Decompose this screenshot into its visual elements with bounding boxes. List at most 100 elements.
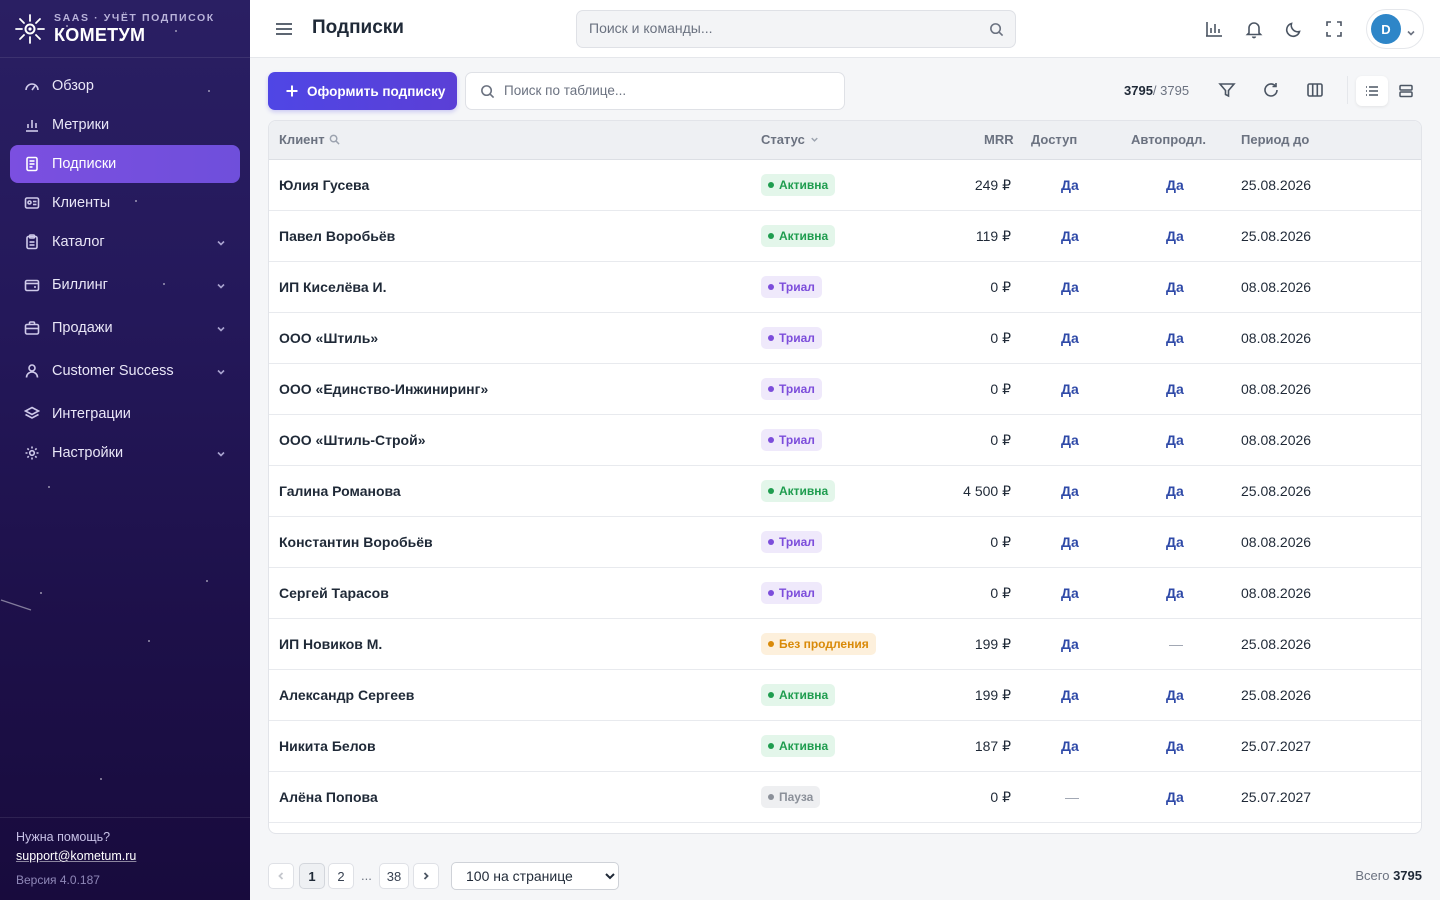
- client-name[interactable]: ИП Новиков М.: [279, 636, 383, 652]
- support-email-link[interactable]: support@kometum.ru: [16, 849, 137, 863]
- table-row[interactable]: Юлия Гусева Активна 249 ₽ Да Да 25.08.2026: [269, 160, 1421, 211]
- column-header-period[interactable]: Период до: [1241, 132, 1310, 147]
- client-name[interactable]: Никита Белов: [279, 738, 376, 754]
- period-end-date: 25.08.2026: [1241, 228, 1312, 244]
- search-icon[interactable]: [329, 133, 340, 145]
- table-row[interactable]: Константин Воробьёв Триал 0 ₽ Да Да 08.08.202…: [269, 517, 1421, 568]
- page-button-2[interactable]: 2: [328, 863, 354, 889]
- table-row[interactable]: Галина Романова Активна 4 500 ₽ Да Да 25.08.2…: [269, 466, 1421, 517]
- sidebar-item-billing[interactable]: Биллинг: [10, 266, 240, 304]
- table-row[interactable]: ООО «Штиль» Триал 0 ₽ Да Да 08.08.2026: [269, 313, 1421, 364]
- bell-icon[interactable]: [1244, 19, 1264, 39]
- next-page-button[interactable]: [413, 863, 439, 889]
- table-row[interactable]: Александр Сергеев Активна 199 ₽ Да Да 25.08.2…: [269, 670, 1421, 721]
- access-value: Да: [1061, 585, 1079, 601]
- search-icon[interactable]: [989, 22, 1004, 37]
- user-menu-button[interactable]: D: [1366, 9, 1424, 49]
- table-row[interactable]: Сергей Тарасов Триал 0 ₽ Да Да 08.08.2026: [269, 568, 1421, 619]
- moon-icon[interactable]: [1284, 19, 1304, 39]
- table-row[interactable]: Алёна Попова Пауза 0 ₽ — Да 25.07.2027: [269, 772, 1421, 823]
- sidebar-item-settings[interactable]: Настройки: [10, 434, 240, 472]
- sidebar-item-overview[interactable]: Обзор: [10, 67, 240, 105]
- client-name[interactable]: Алёна Попова: [279, 789, 378, 805]
- mrr-value: 187 ₽: [974, 738, 1011, 754]
- wallet-icon: [24, 277, 40, 293]
- access-value: Да: [1061, 432, 1079, 448]
- period-end-date: 25.08.2026: [1241, 687, 1312, 703]
- sidebar-item-label: Обзор: [52, 78, 94, 94]
- client-name[interactable]: ООО «Штиль-Строй»: [279, 432, 426, 448]
- column-header-autorenew[interactable]: Автопродл.: [1131, 132, 1207, 147]
- column-header-mrr[interactable]: MRR: [984, 132, 1014, 147]
- table-row[interactable]: ООО «Единство-Инжиниринг» Триал 0 ₽ Да Да 08.…: [269, 364, 1421, 415]
- filter-icon[interactable]: [1218, 81, 1236, 99]
- access-value: Да: [1061, 381, 1079, 397]
- command-search-input[interactable]: [589, 20, 969, 36]
- column-header-status[interactable]: Статус: [761, 132, 820, 147]
- period-end-date: 25.07.2027: [1241, 789, 1312, 805]
- fullscreen-icon[interactable]: [1324, 19, 1344, 39]
- table-row[interactable]: ООО «Штиль-Строй» Триал 0 ₽ Да Да 08.08.2026: [269, 415, 1421, 466]
- access-value: Да: [1061, 279, 1079, 295]
- per-page-select[interactable]: 100 на странице: [451, 862, 619, 890]
- compact-view-button[interactable]: [1390, 76, 1422, 106]
- table-search-input[interactable]: [504, 83, 824, 98]
- client-name[interactable]: ИП Киселёва И.: [279, 279, 387, 295]
- table-row[interactable]: ИП Киселёва И. Триал 0 ₽ Да Да 08.08.2026: [269, 262, 1421, 313]
- document-icon: [24, 156, 40, 172]
- list-view-button[interactable]: [1356, 76, 1388, 106]
- status-badge: Активна: [761, 735, 836, 757]
- autorenew-value: Да: [1166, 687, 1184, 703]
- list-icon: [1366, 86, 1378, 96]
- autorenew-value: Да: [1166, 585, 1184, 601]
- column-header-client[interactable]: Клиент: [279, 132, 340, 147]
- sidebar-item-subscriptions[interactable]: Подписки: [10, 145, 240, 183]
- status-badge: Триал: [761, 531, 822, 553]
- client-name[interactable]: Сергей Тарасов: [279, 585, 389, 601]
- sidebar-item-sales[interactable]: Продажи: [10, 309, 240, 347]
- refresh-icon[interactable]: [1262, 81, 1280, 99]
- search-icon: [480, 84, 495, 99]
- period-end-date: 08.08.2026: [1241, 585, 1312, 601]
- sidebar-item-metrics[interactable]: Метрики: [10, 106, 240, 144]
- analytics-icon[interactable]: [1204, 19, 1224, 39]
- page-button-1[interactable]: 1: [299, 863, 325, 889]
- sidebar-item-label: Клиенты: [52, 195, 111, 211]
- client-name[interactable]: Галина Романова: [279, 483, 401, 499]
- table-row[interactable]: Никита Белов Активна 187 ₽ Да Да 25.07.2027: [269, 721, 1421, 772]
- period-end-date: 25.08.2026: [1241, 636, 1312, 652]
- chevron-down-icon: [216, 365, 226, 375]
- brand-subtitle: SAAS · УЧЁТ ПОДПИСОК: [54, 12, 215, 24]
- table-search[interactable]: [465, 72, 845, 110]
- page-title: Подписки: [312, 17, 404, 38]
- client-name[interactable]: ООО «Штиль»: [279, 330, 379, 346]
- shooting-star-decoration: [0, 599, 32, 611]
- sidebar-item-integrations[interactable]: Интеграции: [10, 395, 240, 433]
- page-button-last[interactable]: 38: [379, 863, 409, 889]
- client-name[interactable]: ООО «Единство-Инжиниринг»: [279, 381, 489, 397]
- subscriptions-table: Клиент Статус MRR Доступ Автопродл. Пери…: [268, 120, 1422, 834]
- create-subscription-button[interactable]: Оформить подписку: [268, 72, 457, 110]
- column-header-access[interactable]: Доступ: [1031, 132, 1078, 147]
- table-row[interactable]: ИП Новиков М. Без продления 199 ₽ Да — 25.08.…: [269, 619, 1421, 670]
- brand[interactable]: SAAS · УЧЁТ ПОДПИСОК КОМЕТУМ: [14, 11, 215, 47]
- menu-toggle-icon[interactable]: [274, 19, 294, 39]
- client-name[interactable]: Константин Воробьёв: [279, 534, 433, 550]
- mrr-value: 0 ₽: [990, 789, 1011, 805]
- sidebar-item-clients[interactable]: Клиенты: [10, 184, 240, 222]
- autorenew-value: Да: [1166, 177, 1184, 193]
- sidebar-item-catalog[interactable]: Каталог: [10, 223, 240, 261]
- sidebar-item-label: Customer Success: [52, 363, 174, 379]
- client-name[interactable]: Александр Сергеев: [279, 687, 415, 703]
- client-name[interactable]: Павел Воробьёв: [279, 228, 396, 244]
- table-row[interactable]: Павел Воробьёв Активна 119 ₽ Да Да 25.08.2026: [269, 211, 1421, 262]
- prev-page-button[interactable]: [268, 863, 294, 889]
- autorenew-value: Да: [1166, 534, 1184, 550]
- command-search[interactable]: [576, 10, 1016, 48]
- status-badge: Триал: [761, 327, 822, 349]
- chevron-down-icon[interactable]: [809, 133, 820, 144]
- columns-icon[interactable]: [1306, 81, 1324, 99]
- sidebar-item-customer-success[interactable]: Customer Success: [10, 352, 240, 390]
- client-name[interactable]: Юлия Гусева: [279, 177, 370, 193]
- sidebar-footer-divider: [0, 817, 250, 818]
